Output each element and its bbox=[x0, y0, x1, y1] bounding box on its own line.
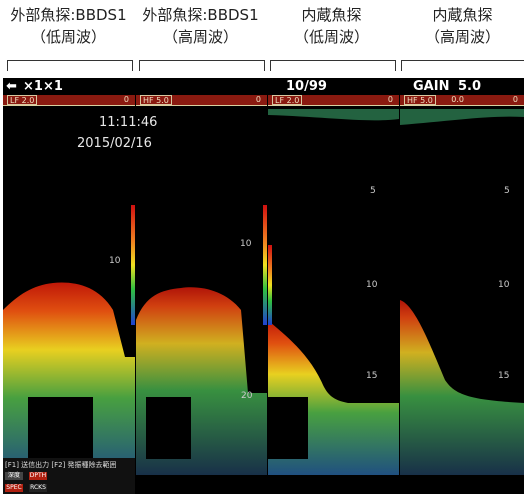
range-indicator: 10/99 bbox=[286, 79, 327, 94]
header-external-hf: 外部魚探:BBDS1 （高周波） bbox=[135, 4, 266, 48]
depth-tick: 5 bbox=[504, 186, 510, 196]
bracket-2 bbox=[139, 60, 265, 71]
echogram-panel-internal-lf[interactable]: LF 2.0 0 5 10 15 bbox=[268, 95, 399, 494]
clock-time: 11:11:46 bbox=[99, 115, 158, 130]
depth-tick: 10 bbox=[109, 256, 121, 266]
header-external-lf-line1: 外部魚探:BBDS1 bbox=[10, 6, 127, 24]
sounder-screen[interactable]: ⬅ ×1×1 10/99 GAIN 5.0 bbox=[3, 78, 524, 494]
top-status-bar: ⬅ ×1×1 10/99 GAIN 5.0 bbox=[3, 78, 524, 95]
softkey-depth-button[interactable]: 深度 bbox=[5, 472, 23, 480]
softkey-rcks-button[interactable]: RCKS bbox=[29, 484, 47, 492]
depth-tick: 10 bbox=[366, 280, 378, 290]
softkey-spec-button[interactable]: SPEC bbox=[5, 484, 23, 492]
panel-strip: HF 5.0 0 bbox=[136, 95, 267, 106]
panel-strip-value: 0 bbox=[255, 95, 261, 104]
color-scale-bar bbox=[263, 205, 267, 325]
depth-tick: 10 bbox=[240, 239, 252, 249]
overlay-window bbox=[268, 397, 308, 459]
panel-strip-label: LF 2.0 bbox=[272, 95, 303, 105]
header-external-hf-line2: （高周波） bbox=[162, 28, 238, 46]
depth-tick: 15 bbox=[498, 371, 510, 381]
panel-strip-value: 0 bbox=[387, 95, 393, 104]
color-scale-bar bbox=[131, 205, 135, 325]
header-internal-lf: 内蔵魚探 （低周波） bbox=[266, 4, 397, 48]
bracket-3 bbox=[270, 60, 396, 71]
header-external-hf-line1: 外部魚探:BBDS1 bbox=[142, 6, 259, 24]
panel-strip-label: HF 5.0 bbox=[140, 95, 172, 105]
header-external-lf: 外部魚探:BBDS1 （低周波） bbox=[3, 4, 134, 48]
panel-strip: LF 2.0 0 bbox=[3, 95, 135, 106]
color-scale-bar bbox=[268, 245, 272, 325]
softkey-hint: [F1] 送信出力 [F2] 発振種除去範囲 bbox=[5, 461, 117, 469]
surface-echo bbox=[400, 109, 524, 125]
panel-strip-value: 0 bbox=[512, 95, 518, 104]
depth-tick: 15 bbox=[366, 371, 378, 381]
zoom-indicator: ×1×1 bbox=[23, 79, 63, 94]
depth-tick: 20 bbox=[241, 391, 253, 401]
header-internal-lf-line1: 内蔵魚探 bbox=[301, 6, 362, 24]
echogram-panel-internal-hf[interactable]: HF 5.0 0.0 0 5 10 15 bbox=[400, 95, 524, 494]
surface-echo bbox=[268, 109, 399, 121]
header-external-lf-line2: （低周波） bbox=[30, 28, 106, 46]
echogram-panel-external-lf[interactable]: LF 2.0 0 10 bbox=[3, 95, 135, 494]
echogram-panel-external-hf[interactable]: HF 5.0 0 10 20 bbox=[136, 95, 267, 494]
header-internal-hf: 内蔵魚探 （高周波） bbox=[397, 4, 524, 48]
gain-value: 5.0 bbox=[458, 79, 482, 94]
panel-strip-value: 0 bbox=[123, 95, 129, 104]
clock-date: 2015/02/16 bbox=[77, 136, 152, 151]
header-internal-hf-line2: （高周波） bbox=[424, 28, 500, 46]
overlay-window bbox=[146, 397, 191, 459]
gain-label: GAIN bbox=[413, 79, 450, 94]
header-internal-lf-line2: （低周波） bbox=[293, 28, 369, 46]
back-arrow-icon[interactable]: ⬅ bbox=[6, 79, 17, 94]
seabed-echo bbox=[400, 300, 524, 475]
panel-strip: HF 5.0 0.0 0 bbox=[400, 95, 524, 106]
bracket-4 bbox=[401, 60, 524, 71]
header-internal-hf-line1: 内蔵魚探 bbox=[432, 6, 493, 24]
panel-strip-value-2: 0.0 bbox=[451, 95, 464, 104]
bracket-1 bbox=[7, 60, 133, 71]
overlay-window bbox=[28, 397, 93, 459]
panel-strip-label: LF 2.0 bbox=[7, 95, 38, 105]
panel-strip-label: HF 5.0 bbox=[404, 95, 436, 105]
depth-tick: 10 bbox=[498, 280, 510, 290]
depth-tick: 5 bbox=[370, 186, 376, 196]
softkey-dpth-button[interactable]: DPTH bbox=[29, 472, 47, 480]
softkey-bar: [F1] 送信出力 [F2] 発振種除去範囲 深度 SPEC DPTH RCKS bbox=[3, 458, 135, 494]
panel-strip: LF 2.0 0 bbox=[268, 95, 399, 106]
